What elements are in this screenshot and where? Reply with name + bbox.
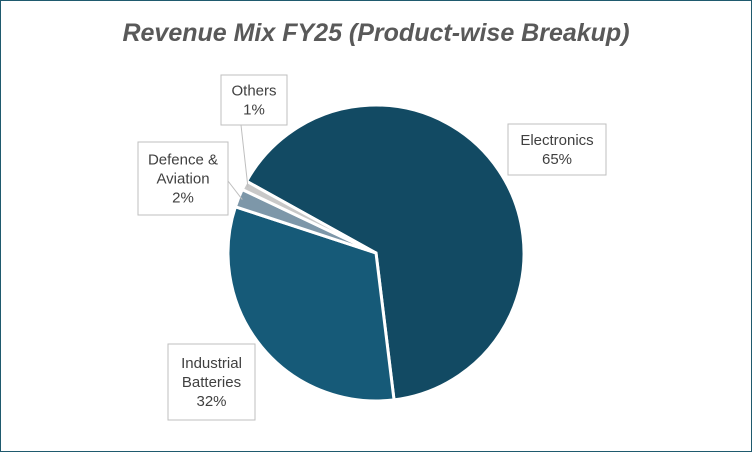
pie-slice-0 <box>244 103 526 402</box>
data-label-category: Batteries <box>182 374 241 391</box>
leader-line-3 <box>240 124 249 188</box>
data-label-category: Defence & <box>148 152 218 169</box>
data-label-category: Electronics <box>520 132 593 149</box>
pie-slice-3 <box>240 179 377 255</box>
data-label-box-3 <box>220 74 288 126</box>
data-label-percent: 65% <box>542 151 572 168</box>
data-label-percent: 32% <box>196 393 226 410</box>
data-label-box-0 <box>507 123 607 176</box>
data-label-percent: 2% <box>172 190 194 207</box>
data-label-category: Industrial <box>181 355 242 372</box>
data-label-category: Aviation <box>156 171 209 188</box>
pie-slice-1 <box>226 204 396 403</box>
data-label-box-2 <box>137 141 229 216</box>
chart-title: Revenue Mix FY25 (Product-wise Breakup) <box>122 19 630 47</box>
data-label-category: Others <box>231 83 276 100</box>
data-label-percent: 1% <box>243 102 265 119</box>
data-label-box-1 <box>167 343 256 421</box>
leader-line-2 <box>227 180 243 200</box>
